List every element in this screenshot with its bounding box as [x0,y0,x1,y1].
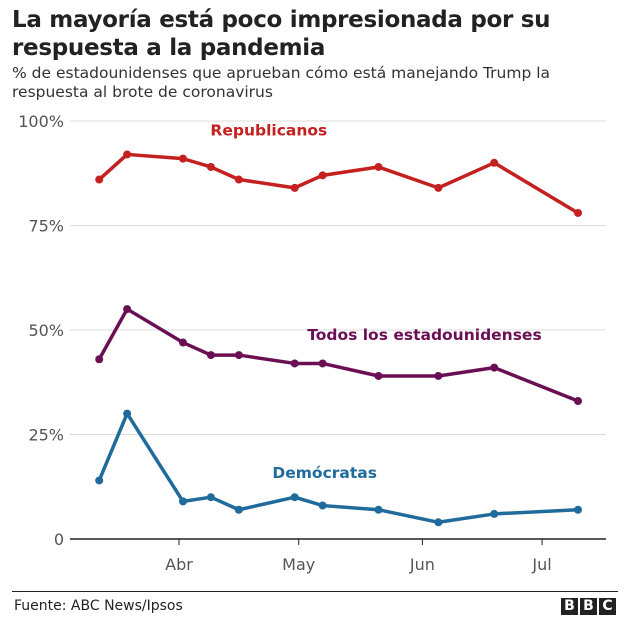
data-point [434,371,443,380]
data-point [290,359,299,368]
data-point [123,305,132,314]
data-point [206,162,215,171]
series-line [98,152,579,215]
data-point [234,505,243,514]
footer-divider [12,591,618,592]
y-tick-label: 0 [54,530,64,549]
data-point [290,493,299,502]
data-point [234,351,243,360]
y-tick-label: 25% [28,426,64,445]
data-point [234,175,243,184]
data-point [95,355,104,364]
data-point [318,501,327,510]
chart-subtitle: % de estadounidenses que aprueban cómo e… [12,64,551,101]
data-point [374,371,383,380]
bbc-logo-letter: C [599,598,616,615]
data-point [374,505,383,514]
data-point [178,497,187,506]
series-line [97,307,579,403]
y-tick-label: 100% [18,112,64,131]
data-point [178,154,187,163]
series-label: Republicanos [210,121,327,139]
y-tick-label: 50% [28,321,64,340]
x-tick-label: Jul [531,555,551,574]
data-point [123,150,132,159]
data-point [374,162,383,171]
x-tick-label: Abr [165,555,193,574]
bbc-logo-letter: B [580,598,597,615]
data-point [318,359,327,368]
data-point [206,351,215,360]
line-chart: 0 25% 50% 75% 100% Abr May Jun Jul Republicanos To… [18,112,606,574]
data-point [574,208,582,217]
series-label: Todos los estadounidenses [307,326,541,344]
chart-title: La mayoría está poco impresionada por su… [12,7,551,61]
data-point [434,518,443,527]
data-point [490,509,499,518]
data-point [434,183,443,192]
y-tick-label: 75% [28,217,64,236]
source-text: Fuente: ABC News/Ipsos [14,598,183,614]
data-point [574,505,582,514]
bbc-logo: B B C [561,598,616,615]
data-point [95,175,104,184]
data-point [95,476,104,485]
x-tick-label: May [282,555,315,574]
series-label: Demócratas [272,464,377,482]
x-tick-label: Jun [409,555,435,574]
data-point [574,397,582,406]
bbc-logo-letter: B [561,598,578,615]
data-point [490,158,499,167]
data-point [490,363,499,372]
data-point [318,171,327,180]
data-point [123,409,132,418]
data-point [178,338,187,347]
data-point [206,493,215,502]
data-point [290,183,299,192]
